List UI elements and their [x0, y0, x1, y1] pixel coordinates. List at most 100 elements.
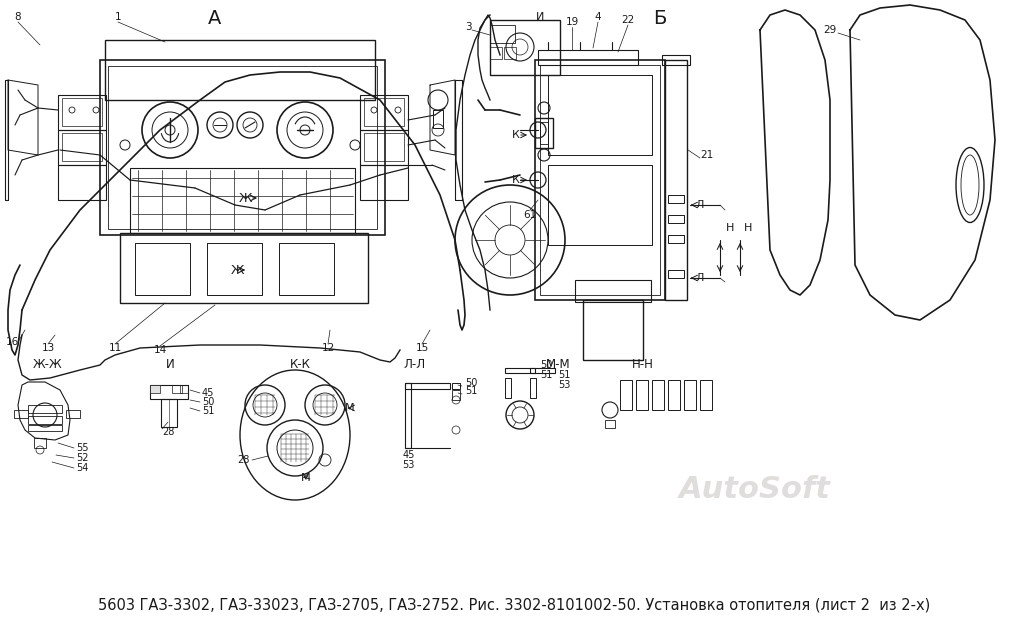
Bar: [161, 399, 169, 427]
Text: 1: 1: [115, 12, 121, 22]
Text: M: M: [301, 473, 310, 483]
Text: 14: 14: [153, 345, 167, 355]
Bar: [66, 410, 80, 418]
Text: 11: 11: [108, 343, 121, 353]
Text: К: К: [512, 130, 520, 140]
Bar: [535, 60, 665, 300]
Bar: [120, 233, 368, 303]
Text: 28: 28: [162, 427, 175, 437]
Bar: [130, 168, 355, 233]
Bar: [34, 438, 46, 448]
Bar: [700, 380, 712, 410]
Bar: [364, 98, 404, 126]
Text: М-М: М-М: [546, 359, 571, 371]
Text: 61: 61: [523, 210, 537, 220]
Bar: [540, 65, 660, 295]
Text: 51: 51: [558, 370, 571, 380]
Text: 4: 4: [594, 12, 601, 22]
Bar: [490, 47, 502, 59]
Bar: [58, 130, 106, 165]
Text: 50: 50: [540, 360, 552, 370]
Text: 13: 13: [41, 343, 54, 353]
Bar: [180, 385, 188, 393]
Bar: [172, 385, 182, 393]
Bar: [662, 55, 690, 65]
Text: 16: 16: [5, 337, 19, 347]
Bar: [504, 47, 516, 59]
Bar: [665, 60, 687, 300]
Bar: [505, 368, 535, 373]
Text: Н: Н: [744, 223, 752, 233]
Bar: [405, 383, 450, 389]
Text: А: А: [209, 9, 222, 28]
Text: К-К: К-К: [290, 359, 310, 371]
Polygon shape: [19, 382, 70, 440]
Text: Ж: Ж: [230, 264, 244, 277]
Bar: [452, 390, 460, 400]
Bar: [28, 416, 62, 424]
Bar: [28, 425, 62, 431]
Bar: [14, 410, 28, 418]
Text: Л-Л: Л-Л: [404, 359, 426, 371]
Bar: [135, 243, 190, 295]
Text: 45: 45: [201, 388, 215, 398]
Bar: [405, 383, 411, 448]
Bar: [150, 385, 160, 393]
Bar: [575, 280, 651, 302]
Text: 28: 28: [237, 455, 250, 465]
Text: 52: 52: [76, 453, 88, 463]
Bar: [490, 20, 560, 75]
Bar: [207, 243, 262, 295]
Bar: [668, 215, 684, 223]
Bar: [652, 380, 664, 410]
Text: Ж: Ж: [238, 192, 252, 205]
Bar: [360, 165, 408, 200]
Text: M: M: [345, 403, 355, 413]
Bar: [668, 235, 684, 243]
Text: 3: 3: [465, 22, 471, 32]
Bar: [535, 118, 553, 148]
Bar: [62, 98, 102, 126]
Bar: [279, 243, 334, 295]
Text: 15: 15: [415, 343, 429, 353]
Bar: [100, 60, 386, 235]
Bar: [360, 95, 408, 130]
Text: И: И: [536, 12, 544, 22]
Bar: [530, 368, 555, 373]
Text: 45: 45: [403, 450, 415, 460]
Text: Н-Н: Н-Н: [632, 359, 654, 371]
Bar: [668, 270, 684, 278]
Bar: [583, 300, 642, 360]
Bar: [620, 380, 632, 410]
Text: 54: 54: [76, 463, 88, 473]
Text: AutoSoft: AutoSoft: [680, 476, 831, 505]
Bar: [540, 122, 548, 144]
Text: Ж-Ж: Ж-Ж: [33, 359, 63, 371]
Bar: [605, 420, 615, 428]
Text: Н: Н: [726, 223, 734, 233]
Text: 8: 8: [14, 12, 22, 22]
Bar: [505, 378, 511, 398]
Text: 51: 51: [201, 406, 215, 416]
Bar: [150, 385, 188, 399]
Bar: [433, 110, 443, 128]
Text: 51: 51: [465, 386, 477, 396]
Bar: [538, 50, 638, 65]
Bar: [108, 66, 377, 229]
Text: И: И: [166, 359, 175, 371]
Bar: [364, 133, 404, 161]
Bar: [668, 195, 684, 203]
Bar: [490, 25, 515, 43]
Text: 50: 50: [465, 378, 477, 388]
Text: 53: 53: [403, 460, 415, 470]
Bar: [360, 130, 408, 165]
Bar: [28, 405, 62, 413]
Text: Л: Л: [696, 273, 704, 283]
Text: 22: 22: [621, 15, 634, 25]
Bar: [58, 165, 106, 200]
Bar: [105, 40, 375, 100]
Bar: [548, 75, 652, 155]
Text: 51: 51: [540, 370, 552, 380]
Bar: [161, 399, 177, 427]
Bar: [684, 380, 696, 410]
